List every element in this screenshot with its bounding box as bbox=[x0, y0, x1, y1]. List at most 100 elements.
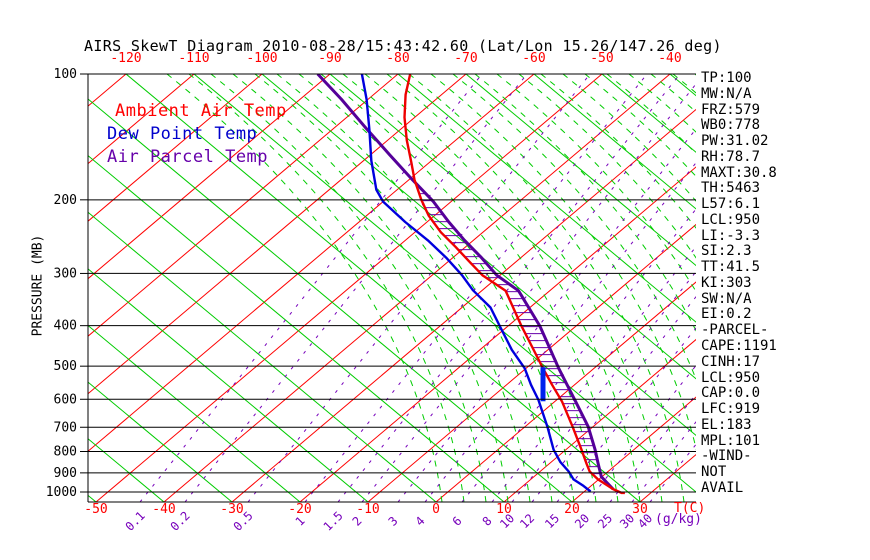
isotherm-line bbox=[503, 338, 696, 502]
top-temp-tick-label: -90 bbox=[318, 51, 341, 66]
isotherm-line bbox=[163, 74, 671, 502]
dry-adiabat-line bbox=[601, 74, 696, 153]
legend-ambient-air-temp: Ambient Air Temp bbox=[115, 101, 287, 121]
mixing-ratio-line bbox=[337, 74, 681, 502]
mixing-ratio-line bbox=[184, 74, 528, 502]
moist-adiabat-line bbox=[606, 74, 696, 155]
moist-adiabat-line bbox=[408, 74, 685, 502]
ambient-air-temp-curve bbox=[403, 74, 625, 495]
dry-adiabat-line bbox=[88, 268, 369, 502]
pressure-tick-label: 400 bbox=[54, 319, 77, 334]
plot-area bbox=[0, 74, 870, 502]
dry-adiabat-line bbox=[88, 154, 505, 502]
legend-dew-point-temp: Dew Point Temp bbox=[107, 124, 258, 144]
bottom-temp-tick-label: -10 bbox=[356, 502, 379, 517]
isotherm-line bbox=[571, 396, 696, 502]
moist-adiabat-line bbox=[584, 74, 696, 178]
isotherm-line bbox=[231, 108, 696, 502]
mixing-ratio-line bbox=[424, 162, 696, 502]
isotherm-line bbox=[88, 74, 331, 280]
stat-line: MPL:101 bbox=[701, 432, 761, 449]
stat-line: PW:31.02 bbox=[701, 133, 769, 150]
moist-adiabat-line bbox=[474, 74, 696, 332]
y-axis-label: PRESSURE (MB) bbox=[30, 234, 46, 337]
isotherm-line bbox=[435, 281, 696, 502]
moist-adiabat-line bbox=[430, 74, 696, 451]
pressure-tick-label: 200 bbox=[54, 193, 77, 208]
stat-line: CINH:17 bbox=[701, 353, 761, 370]
moist-adiabat-line bbox=[276, 74, 553, 502]
stat-line: MW:N/A bbox=[701, 85, 752, 102]
legend-air-parcel-temp: Air Parcel Temp bbox=[107, 147, 269, 167]
air-parcel-temp-curve bbox=[316, 74, 615, 491]
moist-adiabat-line bbox=[540, 74, 696, 229]
isotherm-line bbox=[88, 74, 263, 222]
bottom-temp-tick-label: 0 bbox=[432, 502, 440, 517]
moist-adiabat-line bbox=[628, 74, 696, 133]
moist-adiabat-line bbox=[364, 74, 641, 502]
moist-adiabat-line bbox=[761, 74, 870, 502]
top-temp-tick-label: -50 bbox=[590, 51, 613, 66]
moist-adiabat-line bbox=[452, 74, 696, 381]
stat-line: CAP:0.0 bbox=[701, 385, 761, 402]
dry-adiabat-line bbox=[0, 74, 28, 502]
stat-line: EL:183 bbox=[701, 416, 752, 433]
stat-line: LCL:950 bbox=[701, 211, 761, 228]
pressure-tick-label: 800 bbox=[54, 444, 77, 459]
stats-panel: TP:100 MW:N/A FRZ:579 WB0:778 PW:31.02 RH:78.… bbox=[701, 70, 777, 497]
stat-line: LI:-3.3 bbox=[701, 227, 761, 244]
bottom-axis-unit: T(C) bbox=[674, 501, 706, 516]
top-temp-tick-label: -100 bbox=[246, 51, 277, 66]
dry-adiabat-line bbox=[88, 494, 97, 502]
stat-line: RH:78.7 bbox=[701, 148, 761, 165]
mixing-ratio-line bbox=[631, 421, 696, 502]
mixing-ratio-tick-label: 25 bbox=[595, 511, 615, 531]
stat-line: NOT bbox=[701, 464, 727, 481]
stat-line: SW:N/A bbox=[701, 290, 752, 307]
dry-adiabat-line bbox=[193, 74, 696, 493]
pressure-tick-label: 300 bbox=[54, 266, 77, 281]
bottom-temp-tick-label: -20 bbox=[288, 502, 311, 517]
mixing-ratio-tick-label: 15 bbox=[542, 511, 562, 531]
bottom-temp-tick-label: -40 bbox=[152, 502, 175, 517]
stat-line: SI:2.3 bbox=[701, 243, 752, 260]
moist-adiabat-line bbox=[386, 74, 663, 502]
mixing-ratio-tick-label: 8 bbox=[480, 514, 495, 529]
moist-adiabat-line bbox=[166, 74, 443, 502]
isotherm-line bbox=[88, 74, 195, 165]
pressure-tick-label: 100 bbox=[54, 67, 77, 82]
mixing-ratio-line bbox=[397, 128, 696, 502]
stat-line: LFC:919 bbox=[701, 401, 761, 418]
stat-line: L57:6.1 bbox=[701, 196, 761, 213]
mixing-ratio-line bbox=[511, 270, 696, 502]
mixing-ratio-line bbox=[139, 74, 483, 502]
mixing-ratio-line bbox=[586, 364, 696, 502]
moist-adiabat-line bbox=[210, 74, 487, 502]
dry-adiabat-line bbox=[88, 381, 233, 502]
mixing-ratio-tick-label: 3 bbox=[386, 514, 401, 529]
stat-line: TT:41.5 bbox=[701, 259, 761, 276]
stat-line: KI:303 bbox=[701, 274, 752, 291]
isotherm-line bbox=[88, 74, 535, 452]
page-title: AIRS SkewT Diagram 2010-08-28/15:43:42.6… bbox=[84, 37, 722, 55]
stat-line: AVAIL bbox=[701, 479, 744, 496]
stat-line: TH:5463 bbox=[701, 180, 761, 197]
stat-line: MAXT:30.8 bbox=[701, 164, 777, 181]
pressure-tick-label: 500 bbox=[54, 359, 77, 374]
bottom-temp-tick-label: -30 bbox=[220, 502, 243, 517]
moist-adiabat-line bbox=[805, 74, 870, 502]
mixing-ratio-tick-label: 12 bbox=[517, 511, 537, 531]
isotherm-line bbox=[299, 166, 696, 502]
top-temp-tick-label: -60 bbox=[522, 51, 545, 66]
stat-line: EI:0.2 bbox=[701, 306, 752, 323]
stat-line: WB0:778 bbox=[701, 117, 761, 134]
pressure-tick-label: 600 bbox=[54, 392, 77, 407]
pressure-tick-label: 1000 bbox=[46, 485, 77, 500]
dry-adiabat-line bbox=[125, 74, 641, 502]
dew-point-temp-curve bbox=[360, 74, 592, 493]
bottom-temp-tick-label: 10 bbox=[496, 502, 512, 517]
dry-adiabat-line bbox=[533, 74, 696, 210]
mixing-ratio-tick-label: 4 bbox=[413, 514, 428, 529]
